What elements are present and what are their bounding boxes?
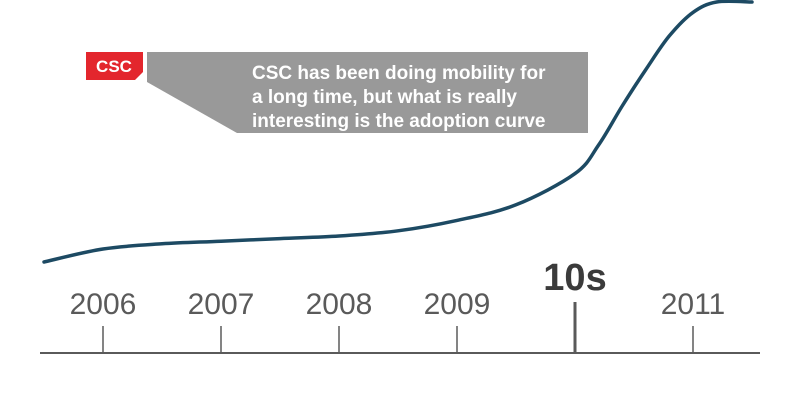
- x-tick-label-2007: 2007: [188, 288, 255, 321]
- x-tick-label-2011: 2011: [661, 288, 726, 321]
- x-tick-label-2008: 2008: [306, 288, 373, 321]
- x-tick-label-10s: 10s: [543, 257, 606, 299]
- logo-badge: [86, 52, 143, 80]
- x-tick-label-2009: 2009: [424, 288, 491, 321]
- csc-logo: CSC: [86, 52, 143, 80]
- callout-line-3: interesting is the adoption curve: [252, 111, 546, 132]
- callout-line-2: a long time, but what is really: [252, 87, 517, 108]
- callout-box: [147, 52, 588, 133]
- x-axis-ticks: [102, 302, 694, 353]
- x-axis-tick-labels: 2006 2007 2008 2009 10s 2011: [70, 257, 726, 321]
- callout: CSC has been doing mobility for a long t…: [147, 52, 588, 133]
- series-line: [42, 0, 754, 264]
- x-tick-label-2006: 2006: [70, 288, 137, 321]
- callout-line-1: CSC has been doing mobility for: [252, 63, 546, 84]
- logo-text: CSC: [96, 57, 132, 76]
